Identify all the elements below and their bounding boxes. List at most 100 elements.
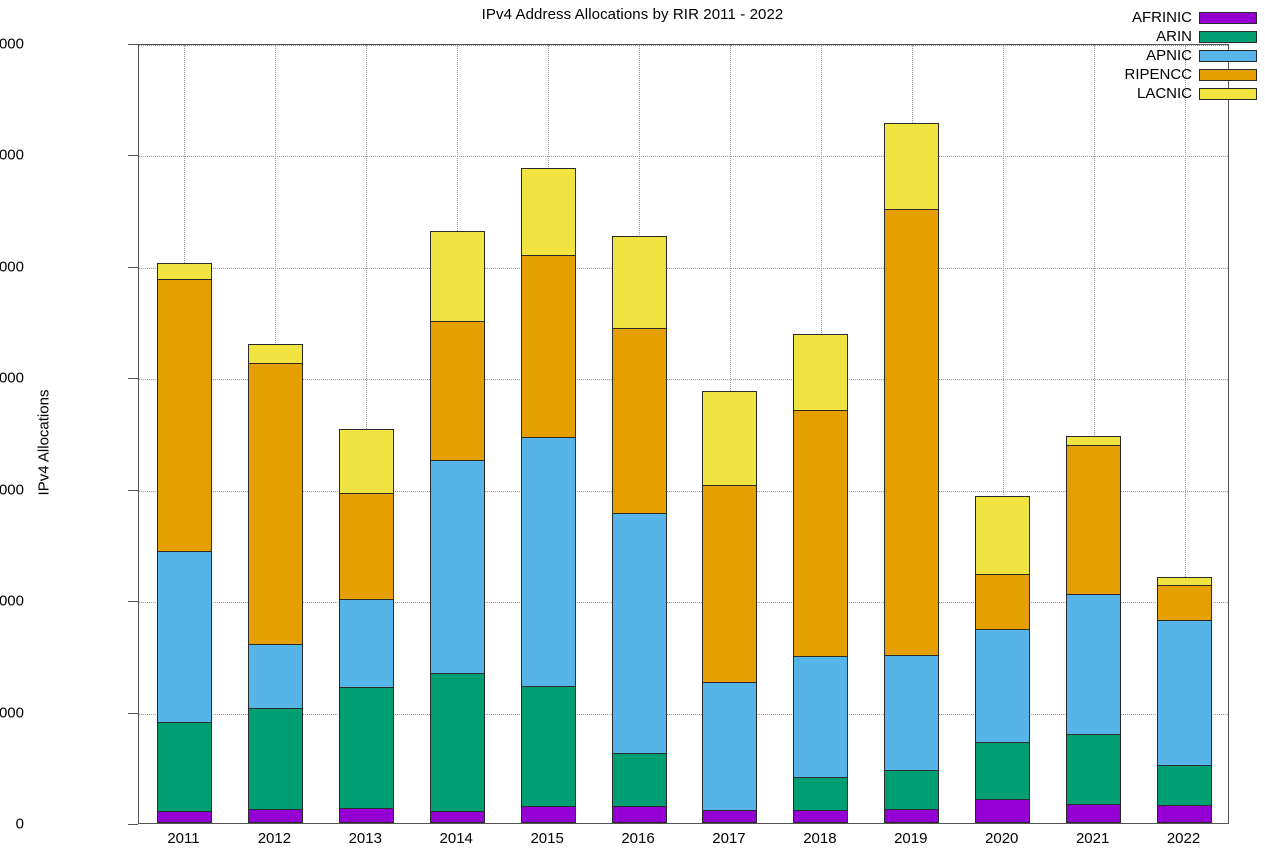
bar-segment-lacnic-2016[interactable] [611,236,667,330]
bar-segment-afrinic-2015[interactable] [520,806,576,823]
bar-segment-afrinic-2011[interactable] [156,811,212,823]
plot-area [138,44,1229,824]
bar-segment-arin-2016[interactable] [611,753,667,808]
bar-segment-ripencc-2016[interactable] [611,328,667,514]
bar-segment-ripencc-2011[interactable] [156,279,212,553]
bar-stack-2011[interactable] [156,43,212,823]
legend-swatch-afrinic [1199,11,1257,24]
legend-label: ARIN [1156,28,1192,45]
bar-stack-2014[interactable] [429,43,485,823]
bar-segment-lacnic-2013[interactable] [338,429,394,495]
bar-segment-lacnic-2020[interactable] [975,496,1031,576]
bar-segment-arin-2022[interactable] [1157,765,1213,807]
bar-stack-2015[interactable] [520,43,576,823]
bar-segment-ripencc-2020[interactable] [975,574,1031,630]
bar-stack-2022[interactable] [1157,43,1213,823]
gridline-horizontal [139,379,1228,381]
bar-segment-arin-2018[interactable] [793,777,849,812]
bar-segment-lacnic-2021[interactable] [1066,436,1122,447]
bar-segment-arin-2013[interactable] [338,687,394,810]
bar-segment-ripencc-2017[interactable] [702,484,758,684]
bar-segment-apnic-2021[interactable] [1066,593,1122,736]
bar-segment-apnic-2018[interactable] [793,655,849,779]
bar-segment-arin-2011[interactable] [156,721,212,813]
legend-item-apnic[interactable]: APNIC [1124,46,1257,65]
y-axis-tick-mark [128,489,138,491]
bar-segment-arin-2012[interactable] [247,707,303,810]
y-axis-tick-mark [128,712,138,714]
bar-segment-lacnic-2017[interactable] [702,390,758,486]
legend-swatch-apnic [1199,49,1257,62]
legend-label: RIPENCC [1124,66,1192,83]
legend-label: LACNIC [1136,85,1192,102]
y-axis-tick-mark [128,824,138,825]
bar-segment-ripencc-2022[interactable] [1157,584,1213,621]
bar-stack-2012[interactable] [247,43,303,823]
bar-segment-ripencc-2019[interactable] [884,209,940,657]
bar-segment-arin-2019[interactable] [884,769,940,811]
y-axis-tick-mark [128,601,138,603]
legend-item-afrinic[interactable]: AFRINIC [1124,8,1257,27]
bar-segment-apnic-2014[interactable] [429,460,485,674]
bar-stack-2017[interactable] [702,43,758,823]
bar-segment-apnic-2016[interactable] [611,512,667,755]
x-axis-tick-label-2018: 2018 [803,830,837,847]
bar-segment-lacnic-2022[interactable] [1157,577,1213,586]
bar-segment-arin-2020[interactable] [975,741,1031,800]
bar-segment-apnic-2022[interactable] [1157,619,1213,767]
y-axis-tick-label: 2000 [0,704,24,722]
bar-segment-afrinic-2016[interactable] [611,806,667,823]
bar-stack-2020[interactable] [975,43,1031,823]
bar-stack-2013[interactable] [338,43,394,823]
bar-segment-arin-2014[interactable] [429,672,485,812]
bar-segment-afrinic-2021[interactable] [1066,804,1122,823]
bar-segment-apnic-2015[interactable] [520,437,576,687]
x-axis-tick-label-2014: 2014 [439,830,473,847]
gridline-horizontal [139,267,1228,269]
legend-item-lacnic[interactable]: LACNIC [1124,84,1257,103]
bar-segment-lacnic-2018[interactable] [793,334,849,411]
bar-segment-arin-2021[interactable] [1066,734,1122,806]
bar-segment-apnic-2019[interactable] [884,655,940,771]
legend-swatch-ripencc [1199,68,1257,81]
legend-label: AFRINIC [1132,9,1192,26]
bar-segment-ripencc-2013[interactable] [338,493,394,600]
bar-segment-apnic-2012[interactable] [247,643,303,709]
bar-stack-2016[interactable] [611,43,667,823]
bar-segment-ripencc-2012[interactable] [247,363,303,645]
legend-swatch-lacnic [1199,87,1257,100]
bar-segment-afrinic-2020[interactable] [975,798,1031,823]
bar-segment-ripencc-2018[interactable] [793,410,849,657]
bar-segment-apnic-2017[interactable] [702,682,758,812]
bar-segment-apnic-2020[interactable] [975,628,1031,743]
x-axis-tick-label-2012: 2012 [257,830,292,847]
bar-segment-lacnic-2011[interactable] [156,262,212,281]
bar-segment-afrinic-2022[interactable] [1157,805,1213,823]
bar-segment-apnic-2013[interactable] [338,598,394,689]
legend-item-ripencc[interactable]: RIPENCC [1124,65,1257,84]
bar-segment-afrinic-2013[interactable] [338,808,394,823]
bar-segment-ripencc-2014[interactable] [429,320,485,462]
bar-segment-lacnic-2012[interactable] [247,343,303,365]
x-axis-tick-label-2017: 2017 [712,830,746,847]
bar-segment-lacnic-2015[interactable] [520,168,576,256]
bar-stack-2021[interactable] [1066,43,1122,823]
gridline-horizontal [139,156,1228,158]
bar-segment-apnic-2011[interactable] [156,551,212,723]
bar-segment-afrinic-2014[interactable] [429,810,485,823]
bar-segment-arin-2015[interactable] [520,685,576,808]
bar-segment-lacnic-2014[interactable] [429,230,485,322]
y-axis-tick-mark [128,266,138,268]
gridline-horizontal [139,602,1228,604]
legend-item-arin[interactable]: ARIN [1124,27,1257,46]
bar-segment-afrinic-2017[interactable] [702,810,758,823]
bar-segment-afrinic-2012[interactable] [247,808,303,823]
bar-segment-afrinic-2018[interactable] [793,810,849,823]
bar-stack-2019[interactable] [884,43,940,823]
bars-layer [139,45,1228,823]
bar-segment-lacnic-2019[interactable] [884,122,940,211]
bar-segment-ripencc-2015[interactable] [520,254,576,439]
bar-segment-ripencc-2021[interactable] [1066,445,1122,595]
bar-stack-2018[interactable] [793,43,849,823]
bar-segment-afrinic-2019[interactable] [884,809,940,823]
